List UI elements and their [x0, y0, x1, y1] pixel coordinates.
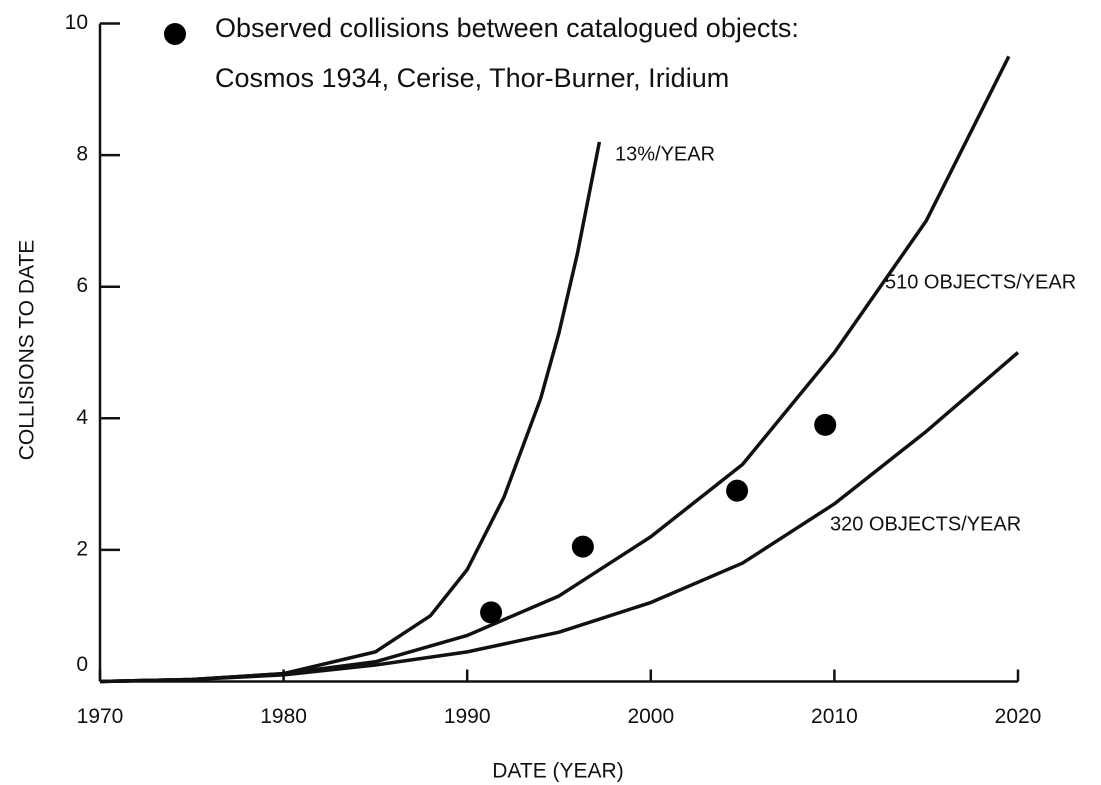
x-tick-label: 1980	[260, 705, 307, 728]
x-tick-label: 2010	[811, 705, 858, 728]
y-tick-label: 2	[76, 537, 88, 560]
series-label: 320 OBJECTS/YEAR	[830, 513, 1021, 535]
y-tick-label: 10	[65, 11, 88, 34]
y-tick-label: 6	[76, 274, 88, 297]
curve	[99, 141, 602, 684]
observed-point	[814, 413, 837, 436]
curve	[99, 55, 1011, 684]
y-tick-label: 0	[76, 653, 88, 676]
x-tick-label: 1990	[444, 705, 491, 728]
series-label: 13%/YEAR	[615, 143, 715, 165]
observed-point	[726, 479, 749, 502]
y-tick-label: 8	[76, 143, 88, 166]
y-axis-label: COLLISIONS TO DATE	[16, 240, 39, 461]
x-tick-label: 1970	[77, 705, 124, 728]
legend-subtitle: Cosmos 1934, Cerise, Thor-Burner, Iridiu…	[215, 63, 729, 93]
observed-point	[480, 601, 503, 624]
series-label: 510 OBJECTS/YEAR	[885, 271, 1076, 293]
observed-point	[571, 535, 594, 558]
x-tick-label: 2000	[627, 705, 674, 728]
y-tick-label: 4	[76, 406, 88, 429]
curve	[99, 351, 1020, 684]
legend-title: Observed collisions between catalogued o…	[215, 13, 799, 43]
x-axis-label: DATE (YEAR)	[492, 760, 623, 783]
legend-marker	[164, 23, 186, 45]
x-tick-label: 2020	[995, 705, 1042, 728]
